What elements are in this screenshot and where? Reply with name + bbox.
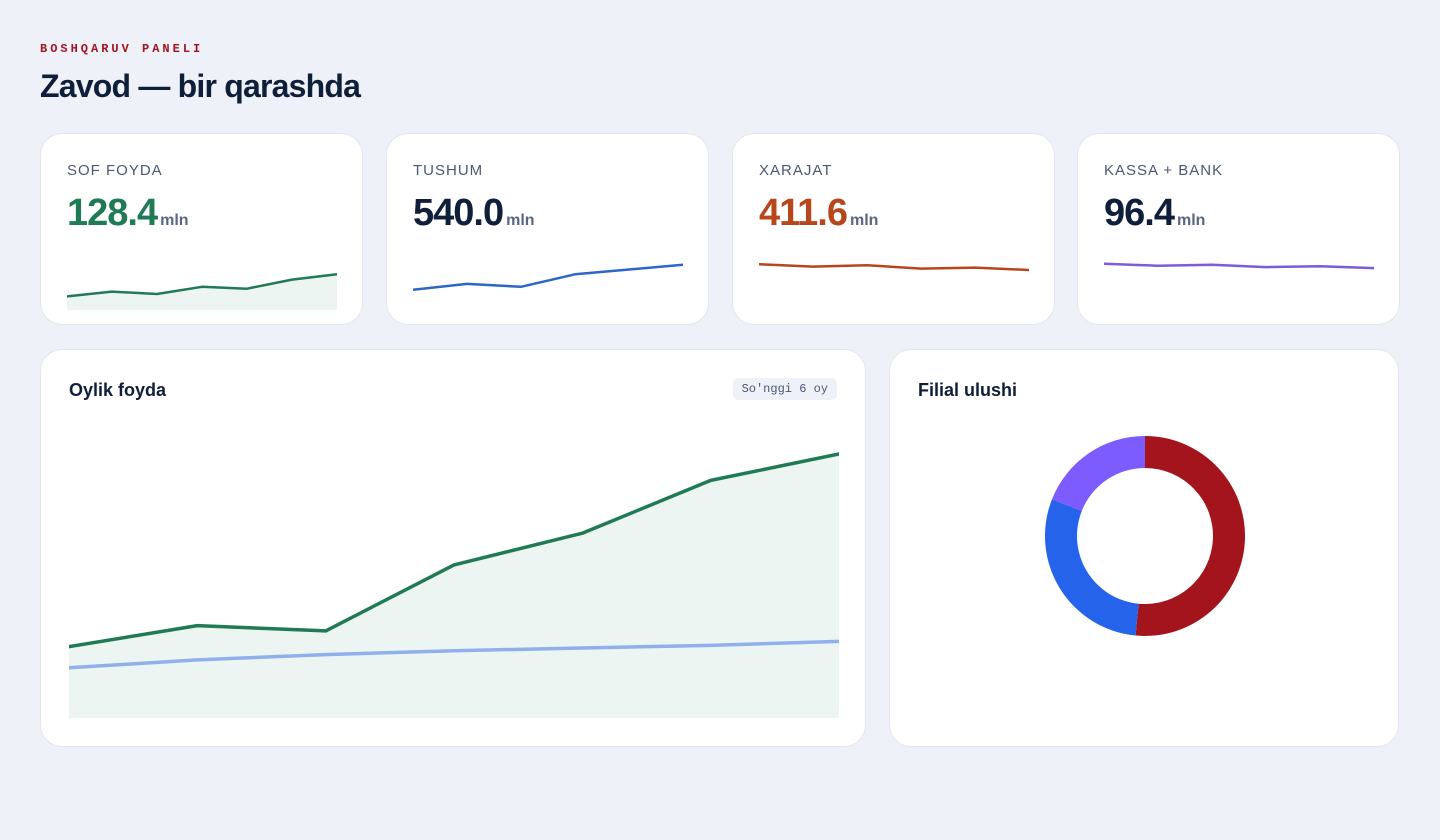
kpi-value: 128.4 mln [67,192,189,235]
kpi-label: KASSA + BANK [1104,162,1224,179]
sparkline [759,262,1029,272]
kpi-card-xarajat[interactable]: XARAJAT 411.6 mln [732,133,1055,325]
kpi-value: 96.4 mln [1104,192,1205,235]
sparkline [413,263,683,291]
series-area [69,454,839,718]
kpi-unit: mln [160,212,189,229]
monthly-profit-chart [69,452,839,718]
kpi-unit: mln [506,212,535,229]
page-title: Zavod — bir qarashda [40,68,361,104]
donut-slice-2 [1052,436,1145,511]
kpi-value: 540.0 mln [413,192,535,235]
kpi-label: XARAJAT [759,162,833,179]
sparkline-line [413,263,683,291]
sparkline-area [67,274,337,310]
panel-title: Filial ulushi [918,380,1018,400]
series-line-1 [69,639,839,670]
kpi-unit: mln [850,212,879,229]
donut-slice-0 [1135,436,1245,636]
panel-title: Oylik foyda [69,380,167,400]
kpi-number: 411.6 [759,192,848,234]
kpi-card-tushum[interactable]: TUSHUM 540.0 mln [386,133,709,325]
kpi-number: 540.0 [413,192,504,234]
period-badge[interactable]: So'nggi 6 oy [732,378,837,400]
sparkline-line [67,273,337,298]
donut-slice-1 [1045,499,1139,636]
sparkline-line [759,262,1029,272]
kpi-number: 128.4 [67,192,158,234]
branch-share-donut [1045,436,1245,636]
kpi-label: TUSHUM [413,162,484,179]
series-line-0 [69,452,839,649]
kpi-value: 411.6 mln [759,192,878,235]
sparkline-line [1104,262,1374,270]
sparkline [67,273,337,310]
monthly-profit-panel: Oylik foyda So'nggi 6 oy [40,349,866,747]
kpi-card-kassa-bank[interactable]: KASSA + BANK 96.4 mln [1077,133,1400,325]
kpi-number: 96.4 [1104,192,1175,234]
kpi-card-sof-foyda[interactable]: SOF FOYDA 128.4 mln [40,133,363,325]
kpi-unit: mln [1176,212,1206,229]
page-eyebrow: BOSHQARUV PANELI [40,42,204,56]
sparkline [1104,262,1374,270]
branch-share-panel: Filial ulushi [889,349,1399,747]
kpi-label: SOF FOYDA [67,162,163,179]
